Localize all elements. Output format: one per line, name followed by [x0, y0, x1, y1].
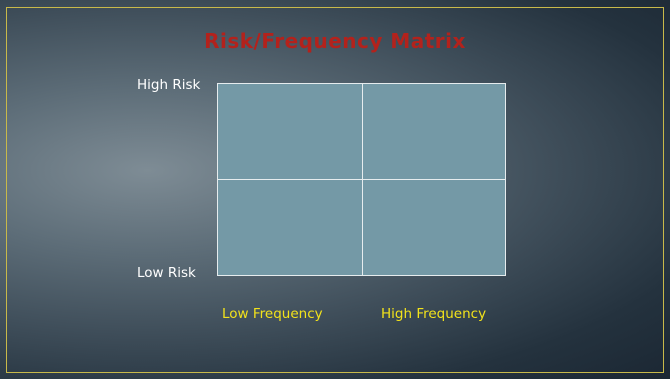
y-axis-label-low-risk: Low Risk — [137, 265, 196, 281]
y-axis-label-high-risk: High Risk — [137, 77, 201, 93]
matrix-horizontal-divider — [218, 179, 505, 180]
x-axis-label-low-frequency: Low Frequency — [222, 306, 323, 322]
matrix-cell-high-risk-low-frequency — [218, 84, 362, 179]
slide-frame — [6, 7, 664, 373]
x-axis-label-high-frequency: High Frequency — [381, 306, 487, 322]
slide-title: Risk/Frequency Matrix — [204, 29, 466, 53]
matrix-cell-low-risk-high-frequency — [363, 180, 505, 275]
matrix-cell-low-risk-low-frequency — [218, 180, 362, 275]
matrix-cell-high-risk-high-frequency — [363, 84, 505, 179]
risk-frequency-matrix-grid — [217, 83, 506, 276]
